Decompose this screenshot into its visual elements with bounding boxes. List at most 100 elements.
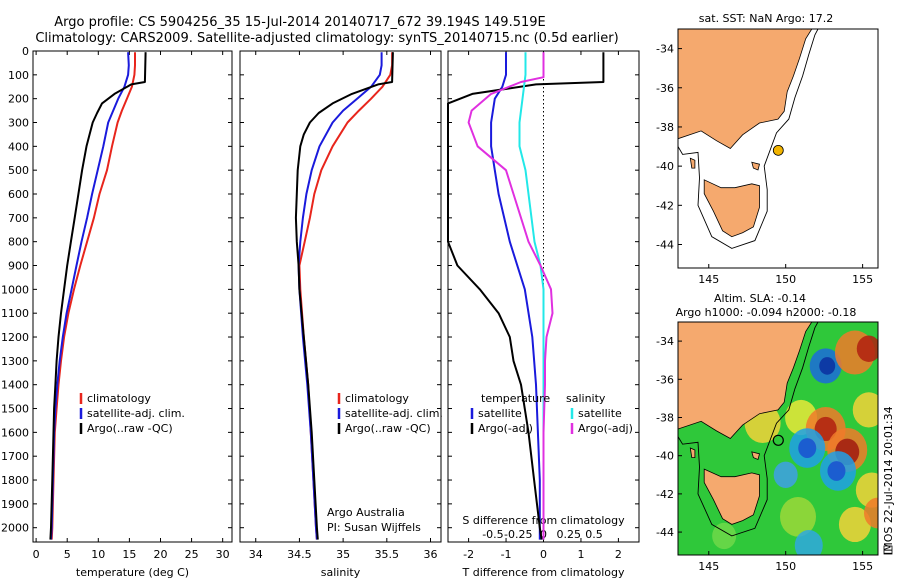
sla-map-title-line1: Altim. SLA: -0.14 <box>714 292 806 305</box>
sst-map-frame <box>677 28 879 269</box>
depth-tick-label: 1100 <box>1 307 29 320</box>
sst-map-lon-label: 155 <box>852 273 873 286</box>
temperature-panel: 0100200300400500600700800900100011001200… <box>1 45 233 579</box>
depth-tick-label: 1700 <box>1 450 29 463</box>
difference-legend-S-label: satellite <box>578 407 622 420</box>
sst-map-shelf-contour <box>678 29 819 249</box>
difference-series-line <box>490 52 541 540</box>
difference-legend-T-label: Argo(-adj) <box>478 422 533 435</box>
sla-map-anomaly-blob <box>852 392 878 428</box>
depth-tick-label: 1000 <box>1 283 29 296</box>
sla-map-lon-label: 155 <box>852 560 873 573</box>
salinity-series-line <box>294 52 394 540</box>
salinity-diff-tick-label: 0.25 <box>557 528 582 541</box>
sla-map-anomaly-blob <box>856 335 878 362</box>
depth-tick-label: 1600 <box>1 426 29 439</box>
sst-map-lat-label: -40 <box>656 160 674 173</box>
difference-T-xtick-label: 2 <box>615 548 622 561</box>
difference-legend-temperature-title: temperature <box>481 392 550 405</box>
sst-map-lon-label: 150 <box>775 273 796 286</box>
difference-panel: -2 -1 0 1 2 T difference from climatology -0.5… <box>447 50 640 579</box>
sla-map-content <box>678 322 878 555</box>
sla-map-anomaly-blob <box>794 530 823 555</box>
salinity-xtick-label: 35 <box>336 548 350 561</box>
depth-tick-label: 0 <box>22 45 29 58</box>
sla-map-mainland <box>678 322 813 440</box>
sla-map-lat-label: -34 <box>656 335 674 348</box>
depth-tick-label: 700 <box>8 212 29 225</box>
sst-map-lon-label: 145 <box>698 273 719 286</box>
depth-tick-label: 1300 <box>1 355 29 368</box>
difference-series-line <box>467 52 554 540</box>
temperature-series-line <box>50 52 130 540</box>
temperature-axes-frame <box>32 50 233 543</box>
sla-map-lat-label: -36 <box>656 373 674 386</box>
depth-tick-label: 300 <box>8 117 29 130</box>
depth-tick-label: 1400 <box>1 379 29 392</box>
depth-tick-label: 900 <box>8 260 29 273</box>
sla-map-anomaly-blob <box>819 357 836 375</box>
difference-legend-salinity-title: salinity <box>566 392 606 405</box>
sst-map-mainland <box>678 29 813 150</box>
sla-map-lon-label: 145 <box>698 560 719 573</box>
difference-legend-S-label: Argo(-adj) <box>578 422 633 435</box>
difference-T-xtick-label: -1 <box>501 548 512 561</box>
sla-map-argo-location <box>772 434 784 446</box>
sla-map-lat-label: -38 <box>656 411 674 424</box>
salinity-xtick-label: 36 <box>424 548 438 561</box>
difference-T-xtick-label: 0 <box>540 548 547 561</box>
sla-map-title-line2: Argo h1000: -0.094 h2000: -0.18 <box>676 306 857 319</box>
salinity-xtick-label: 34.5 <box>287 548 312 561</box>
sla-map-anomaly-blob <box>798 438 817 458</box>
sla-map-anomaly-blob <box>773 461 798 488</box>
temperature-xtick-label: 0 <box>33 548 40 561</box>
sst-map-king-island <box>689 157 696 169</box>
salinity-axes-frame <box>239 50 442 543</box>
depth-tick-label: 200 <box>8 93 29 106</box>
salinity-diff-tick-label: -0.5 <box>482 528 503 541</box>
sla-map-anomaly-blob <box>838 506 871 543</box>
depth-tick-label: 100 <box>8 69 29 82</box>
sla-map-flinders-island <box>751 451 760 461</box>
depth-tick-label: 1200 <box>1 331 29 344</box>
sst-map-flinders-island <box>751 161 760 171</box>
sla-map-king-island <box>689 447 696 459</box>
salinity-panel: 34 34.5 35 35.5 36 salinity climatology satelli… <box>239 50 443 579</box>
temperature-xtick-label: 5 <box>64 548 71 561</box>
sla-map-frame <box>677 321 879 556</box>
depth-tick-label: 400 <box>8 140 29 153</box>
temperature-xtick-label: 15 <box>122 548 136 561</box>
sla-map-anomaly-blob <box>827 461 846 481</box>
sst-map-content <box>678 29 878 268</box>
figure-title-line2: Climatology: CARS2009. Satellite-adjuste… <box>35 31 618 46</box>
salinity-xtick-label: 34 <box>249 548 263 561</box>
difference-T-xtick-label: 1 <box>577 548 584 561</box>
temperature-legend-label: climatology <box>87 392 151 405</box>
sla-map-anomaly-blob <box>780 497 816 537</box>
salinity-legend-label: Argo(..raw -QC) <box>345 422 431 435</box>
imos-logo-icon <box>883 545 893 555</box>
salinity-diff-tick-label: -0.25 <box>504 528 532 541</box>
temperature-series-line <box>49 52 147 540</box>
salinity-series-line <box>297 52 383 540</box>
sst-map-argo-location <box>772 144 784 156</box>
sst-map-lat-label: -42 <box>656 199 674 212</box>
sst-map-tasmania <box>703 179 760 238</box>
depth-tick-label: 600 <box>8 188 29 201</box>
difference-series-line <box>447 52 605 540</box>
temperature-legend-label: Argo(..raw -QC) <box>87 422 173 435</box>
sla-map-anomaly-blob <box>712 522 737 550</box>
sst-map-lat-label: -44 <box>656 238 674 251</box>
sla-map-lon-label: 150 <box>775 560 796 573</box>
sla-map-lat-label: -40 <box>656 450 674 463</box>
salinity-xlabel: salinity <box>321 566 361 579</box>
depth-tick-label: 1900 <box>1 498 29 511</box>
difference-xlabel: T difference from climatology <box>462 566 625 579</box>
sla-map-anomaly-blob <box>864 497 878 529</box>
temperature-xtick-label: 10 <box>91 548 105 561</box>
depth-tick-label: 800 <box>8 236 29 249</box>
sst-map-title: sat. SST: NaN Argo: 17.2 <box>699 12 833 25</box>
sla-map-lat-label: -44 <box>656 526 674 539</box>
sla-map-tasmania <box>703 468 760 525</box>
